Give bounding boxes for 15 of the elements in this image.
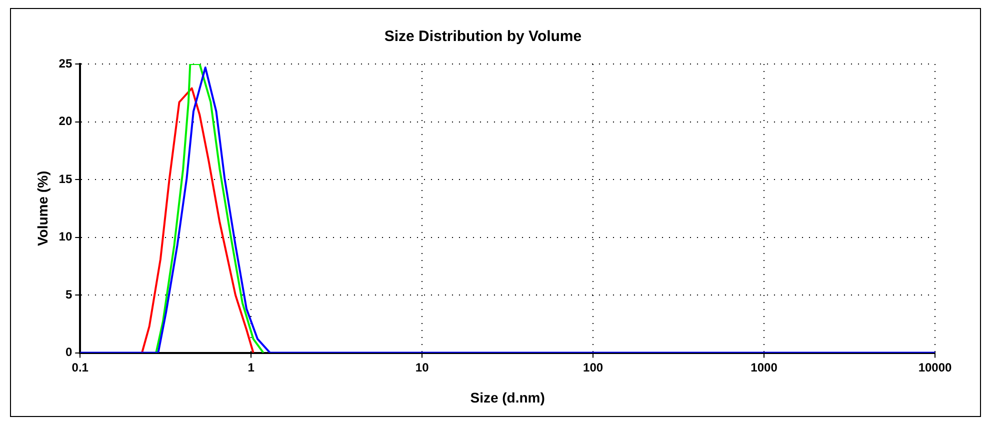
y-tick-label: 25 [58,56,72,70]
x-tick-label: 1000 [750,360,778,374]
y-tick-label: 0 [65,345,72,360]
y-tick-label: 15 [58,172,72,186]
x-tick-label: 0.1 [72,360,89,374]
chart-title: Size Distribution by Volume [384,28,582,46]
y-tick-label: 10 [58,230,72,244]
x-tick-label: 10000 [918,360,952,374]
y-axis-title: Volume (%) [34,170,50,246]
y-tick-label: 5 [65,287,72,302]
x-tick-label: 1 [248,360,255,374]
x-tick-label: 100 [583,360,604,374]
y-tick-label: 20 [58,114,72,128]
x-axis-title: Size (d.nm) [470,389,545,406]
x-tick-label: 10 [415,360,430,374]
